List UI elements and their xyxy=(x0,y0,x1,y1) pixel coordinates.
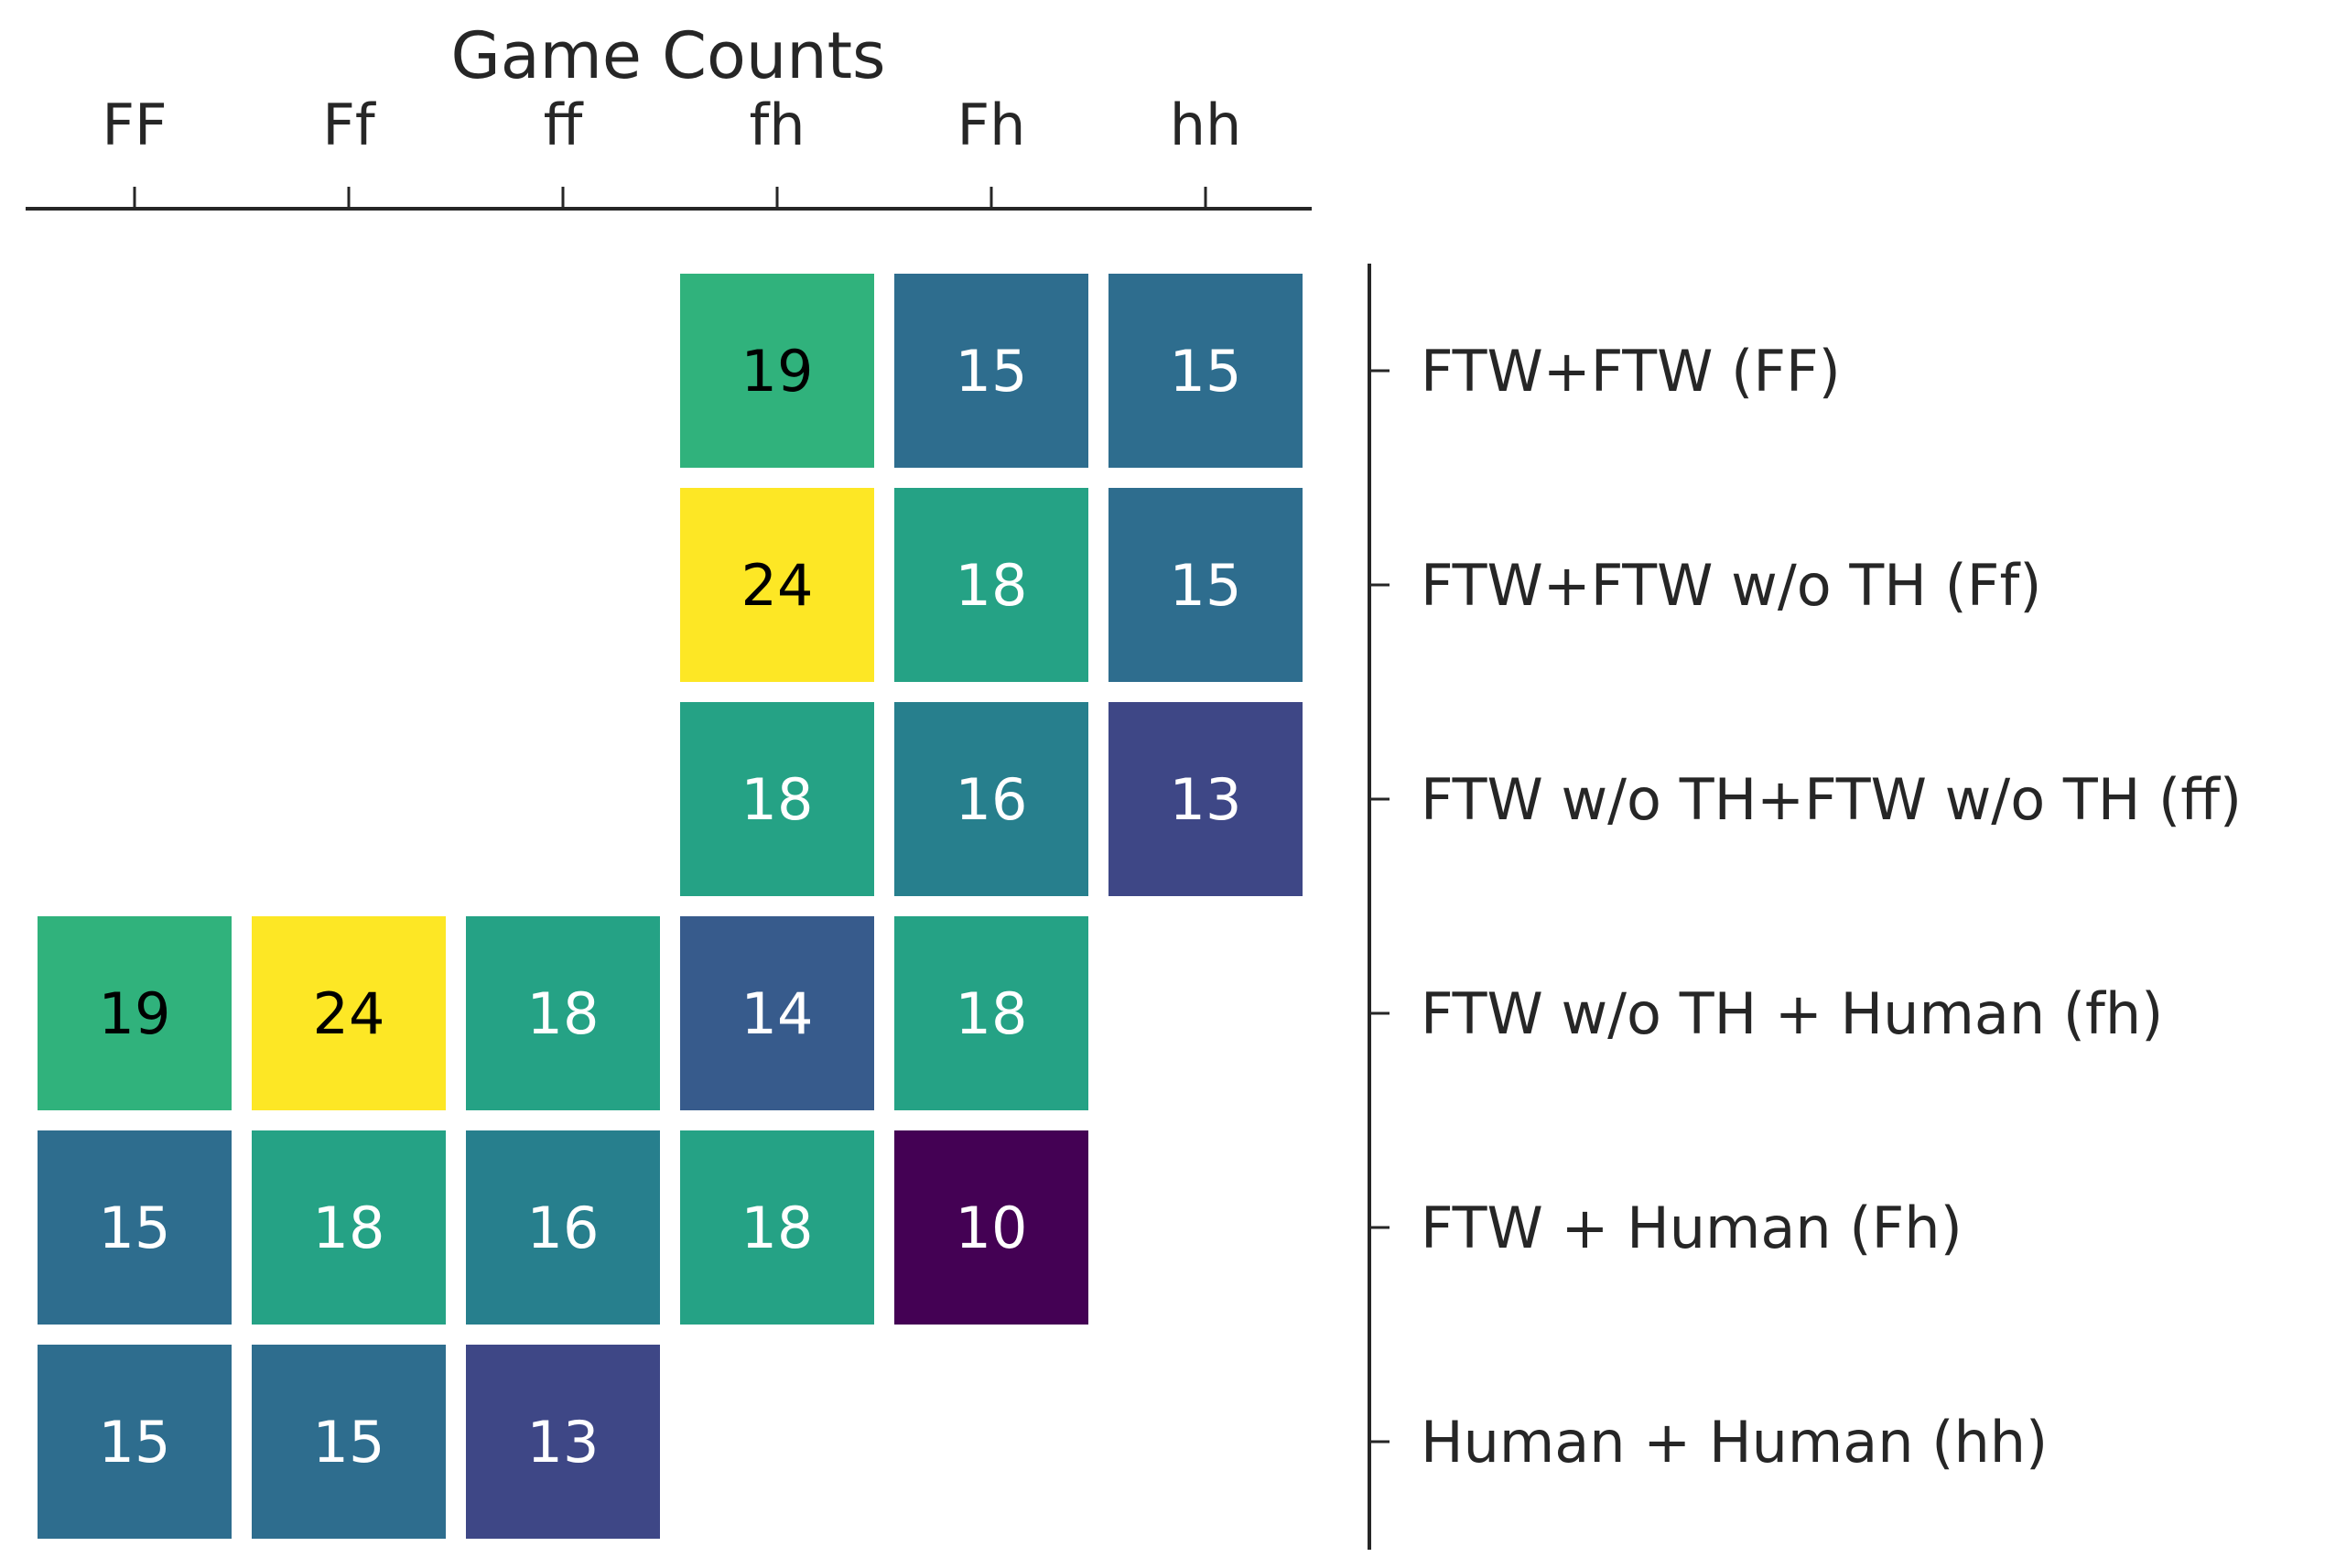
cell-value-label: 14 xyxy=(741,980,814,1047)
heatmap-cell xyxy=(894,1130,1088,1325)
heatmap-cell xyxy=(1108,488,1303,682)
heatmap-cell xyxy=(894,274,1088,468)
x-tick-label: Fh xyxy=(957,92,1026,158)
heatmap-cell xyxy=(466,1130,660,1325)
cell-value-label: 13 xyxy=(1170,766,1242,833)
heatmap-cell xyxy=(38,916,232,1110)
y-tick-label: Human + Human (hh) xyxy=(1421,1409,2048,1476)
cell-value-label: 18 xyxy=(741,766,814,833)
cell-value-label: 15 xyxy=(1170,338,1242,405)
heatmap-cell xyxy=(680,488,874,682)
cell-value-label: 15 xyxy=(99,1409,171,1476)
cell-value-label: 15 xyxy=(1170,552,1242,619)
chart-title: Game Counts xyxy=(451,18,886,93)
heatmap-cell xyxy=(894,488,1088,682)
heatmap-cell xyxy=(680,274,874,468)
heatmap-cell xyxy=(680,702,874,896)
heatmap-cell xyxy=(1108,702,1303,896)
cell-value-label: 19 xyxy=(741,338,814,405)
x-axis-ticks: FF Ff ff fh Fh hh xyxy=(102,92,1241,207)
heatmap-cell xyxy=(466,916,660,1110)
heatmap-cell xyxy=(252,1345,446,1539)
heatmap-cell xyxy=(38,1345,232,1539)
cell-value-label: 15 xyxy=(313,1409,385,1476)
heatmap-cell xyxy=(894,916,1088,1110)
cell-value-label: 13 xyxy=(527,1409,600,1476)
y-tick-label: FTW w/o TH+FTW w/o TH (ff) xyxy=(1421,766,2242,833)
heatmap-cell xyxy=(252,1130,446,1325)
x-tick-label: fh xyxy=(749,92,805,158)
y-axis-ticks: FTW+FTW (FF) FTW+FTW w/o TH (Ff) FTW w/o T… xyxy=(1369,338,2242,1476)
x-tick-label: ff xyxy=(544,92,584,158)
heatmap-cell xyxy=(680,1130,874,1325)
cell-value-label: 18 xyxy=(956,980,1028,1047)
x-tick-label: hh xyxy=(1170,92,1242,158)
y-tick-label: FTW+FTW (FF) xyxy=(1421,338,1841,405)
cell-value-label: 16 xyxy=(527,1195,600,1261)
heatmap-cell xyxy=(38,1130,232,1325)
heatmap-cell xyxy=(680,916,874,1110)
cell-value-label: 19 xyxy=(99,980,171,1047)
cell-value-label: 18 xyxy=(741,1195,814,1261)
heatmap-cells: 19 15 15 24 18 15 18 16 13 19 24 18 14 18 15 18 16 18 10 15… xyxy=(38,274,1303,1539)
heatmap-cell xyxy=(252,916,446,1110)
cell-value-label: 18 xyxy=(313,1195,385,1261)
cell-value-label: 18 xyxy=(527,980,600,1047)
cell-value-label: 18 xyxy=(956,552,1028,619)
y-tick-label: FTW+FTW w/o TH (Ff) xyxy=(1421,552,2041,619)
cell-value-label: 15 xyxy=(99,1195,171,1261)
cell-value-label: 16 xyxy=(956,766,1028,833)
x-tick-label: Ff xyxy=(322,92,377,158)
cell-value-label: 24 xyxy=(741,552,814,619)
cell-value-label: 24 xyxy=(313,980,385,1047)
x-tick-label: FF xyxy=(102,92,167,158)
cell-value-label: 10 xyxy=(956,1195,1028,1261)
heatmap-cell xyxy=(1108,274,1303,468)
heatmap-cell xyxy=(466,1345,660,1539)
cell-value-label: 15 xyxy=(956,338,1028,405)
heatmap-cell xyxy=(894,702,1088,896)
y-tick-label: FTW + Human (Fh) xyxy=(1421,1195,1963,1261)
y-tick-label: FTW w/o TH + Human (fh) xyxy=(1421,980,2163,1047)
